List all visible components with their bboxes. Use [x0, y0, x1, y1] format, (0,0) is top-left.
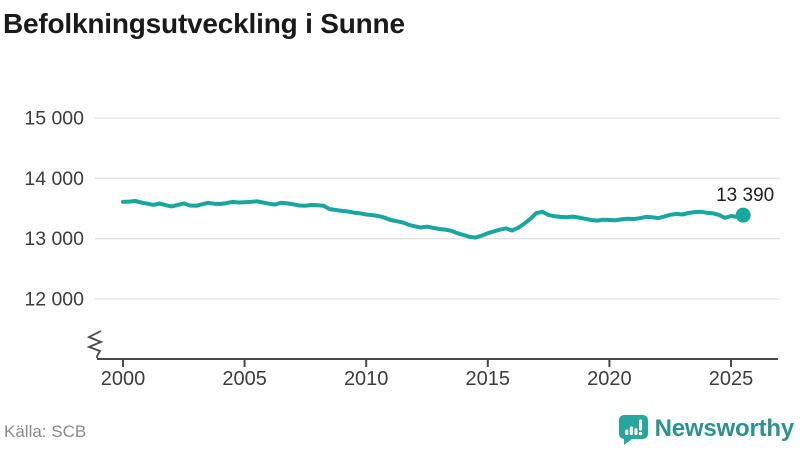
source-label: Källa: SCB [4, 422, 87, 441]
y-axis-tick-label: 15 000 [24, 108, 84, 130]
population-series-line [121, 199, 746, 240]
y-axis-tick-label: 14 000 [24, 168, 84, 190]
newsworthy-logo: Newsworthy [618, 413, 794, 445]
series-end-dot [735, 207, 751, 223]
series-end-value-label: 13 390 [716, 185, 774, 206]
x-axis-tick-label: 2015 [466, 368, 511, 390]
x-axis-tick-label: 2020 [587, 368, 632, 390]
chart-title: Befolkningsutveckling i Sunne [3, 8, 405, 39]
x-axis-tick-label: 2005 [222, 368, 267, 390]
y-axis-break-icon [86, 330, 104, 358]
y-axis-tick-label: 12 000 [24, 289, 84, 311]
x-axis-tick-label: 2025 [709, 368, 754, 390]
newsworthy-wordmark: Newsworthy [654, 415, 795, 442]
x-axis-tick-label: 2010 [344, 368, 389, 390]
x-axis-tick-label: 2000 [101, 368, 146, 390]
y-axis-tick-label: 13 000 [24, 228, 84, 250]
newsworthy-chart-bubble-icon [618, 413, 648, 445]
